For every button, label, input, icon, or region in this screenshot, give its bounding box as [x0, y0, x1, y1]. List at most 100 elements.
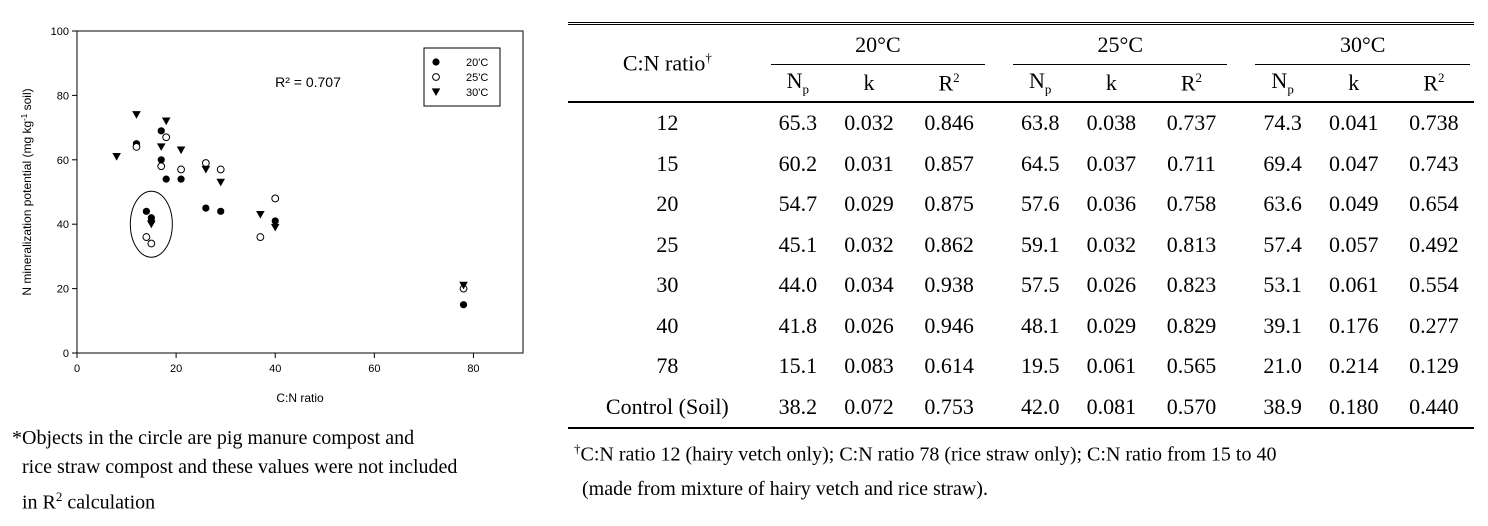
data-point-series-1 — [132, 143, 141, 151]
table-row-label: 12 — [656, 110, 679, 136]
table-cell: 0.026 — [1086, 272, 1137, 298]
table-cell: 0.277 — [1409, 312, 1459, 338]
r2-sup: 2 — [1195, 69, 1203, 85]
table-cell: 0.032 — [844, 110, 894, 136]
data-point-series-0 — [157, 156, 165, 164]
r2-sup: 2 — [1438, 69, 1445, 85]
table-row: 25 45.1 0.032 0.862 59.1 0.032 0.813 57.4 0.057 0… — [568, 225, 1474, 266]
data-point-series-1 — [162, 133, 171, 142]
table-row-label: 15 — [656, 150, 679, 176]
data-point-series-2 — [201, 165, 211, 174]
table-cell: 0.031 — [844, 150, 894, 176]
table-cell: 74.3 — [1263, 110, 1302, 136]
kinetics-table: C:N ratio† 20°C 25°C 30°C Np k R2 Np k R2 Np k R… — [568, 22, 1474, 429]
table-rowhead-mark: † — [705, 49, 712, 65]
legend-marker — [431, 88, 441, 96]
y-tick-label: 40 — [57, 219, 69, 231]
x-tick-label: 20 — [170, 363, 182, 375]
data-point-series-1 — [157, 162, 166, 171]
table-cell: 38.2 — [766, 386, 829, 429]
table-row-label: Control (Soil) — [568, 386, 767, 429]
table-cell: 0.711 — [1167, 150, 1216, 176]
x-tick-label: 60 — [368, 363, 380, 375]
data-point-series-0 — [217, 207, 225, 215]
y-tick-label: 100 — [51, 26, 69, 38]
table-row-label: 40 — [656, 312, 679, 338]
data-point-series-1 — [216, 165, 225, 174]
scatter-chart-svg: 0 20 40 60 80 0 20 40 60 80 100 C:N ratio N minerali… — [20, 26, 524, 405]
table-rowhead-label: C:N ratio — [622, 50, 706, 76]
data-point-series-2 — [459, 281, 468, 290]
table-row: 20 54.7 0.029 0.875 57.6 0.036 0.758 63.6 0.049 0… — [568, 184, 1474, 225]
table-subheader-np-2: Np — [1251, 65, 1314, 103]
table-cell: 53.1 — [1263, 272, 1302, 298]
table-cell: 0.758 — [1166, 191, 1217, 217]
chart-note-line-3: in R2 calculation — [12, 482, 542, 518]
table-cell: 0.614 — [924, 353, 974, 379]
data-point-series-0 — [177, 175, 185, 183]
np-base: N — [1271, 68, 1288, 94]
table-cell: 0.180 — [1313, 386, 1394, 429]
table-cell: 0.214 — [1329, 353, 1379, 379]
table-cell: 0.846 — [924, 110, 974, 136]
chart-note-line-3-post: calculation — [62, 491, 156, 514]
data-point-series-2 — [256, 210, 265, 219]
np-base: N — [786, 68, 803, 94]
legend-entry: 30'C — [466, 87, 488, 99]
k-label: k — [1105, 70, 1117, 95]
table-cell: 0.034 — [844, 272, 894, 298]
table-row: 40 41.8 0.026 0.946 48.1 0.029 0.829 39.1 0.176 0… — [568, 306, 1474, 347]
table-cell: 0.938 — [924, 272, 974, 298]
table-group-25c: 25°C — [1009, 25, 1231, 65]
table-cell: 39.1 — [1263, 312, 1302, 338]
table-subheader-r2-0: R2 — [909, 65, 990, 103]
np-sub: p — [802, 81, 810, 97]
table-subheader-np-0: Np — [766, 65, 829, 103]
table-cell: 0.061 — [1086, 353, 1137, 379]
y-tick-label: 60 — [57, 155, 69, 167]
chart-footnote: *Objects in the circle are pig manure co… — [12, 424, 542, 518]
table-cell: 59.1 — [1020, 231, 1060, 257]
table-row-label: 20 — [656, 191, 679, 217]
table-cell: 0.875 — [924, 191, 974, 217]
table-group-20c-label: 20°C — [855, 32, 901, 57]
table-cell: 19.5 — [1020, 353, 1060, 379]
data-point-series-0 — [271, 217, 279, 225]
table-subheader-k-0: k — [828, 65, 910, 103]
np-base: N — [1029, 68, 1045, 94]
table-cell: 48.1 — [1020, 312, 1060, 338]
data-point-series-0 — [162, 175, 170, 183]
table-cell: 0.083 — [844, 353, 894, 379]
table-cell: 0.041 — [1329, 110, 1379, 136]
r2-base: R — [938, 70, 954, 96]
table-cell: 63.8 — [1020, 110, 1060, 136]
table-cell: 0.129 — [1409, 353, 1459, 379]
table-cell: 0.036 — [1086, 191, 1137, 217]
k-label: k — [1348, 70, 1360, 95]
r2-sup: 2 — [953, 69, 960, 85]
table-cell: 60.2 — [778, 150, 818, 176]
table-subheader-k-1: k — [1071, 65, 1152, 103]
data-point-series-1 — [201, 159, 210, 167]
data-point-series-2 — [216, 178, 226, 187]
table-cell: 0.492 — [1409, 231, 1459, 257]
table-cell: 0.554 — [1409, 272, 1459, 298]
data-point-series-2 — [147, 220, 156, 229]
table-cell: 0.029 — [844, 191, 894, 217]
table-cell: 44.0 — [778, 272, 818, 298]
table-footnote-line-1: †C:N ratio 12 (hairy vetch only); C:N ra… — [574, 432, 1484, 472]
legend-marker — [432, 58, 440, 66]
data-point-series-1 — [147, 239, 156, 248]
table-cell: 0.029 — [1086, 312, 1137, 338]
table-cell: 0.813 — [1166, 231, 1217, 257]
table-group-30c-label: 30°C — [1340, 32, 1386, 57]
table-row: 15 60.2 0.031 0.857 64.5 0.037 0.711 69.4 0.047 0… — [568, 144, 1474, 185]
legend-marker — [432, 73, 440, 81]
table-cell: 0.440 — [1393, 386, 1474, 429]
table-cell: 0.061 — [1329, 272, 1379, 298]
table-cell: 0.565 — [1166, 353, 1217, 379]
table-row: Control (Soil) 38.2 0.072 0.753 42.0 0.081 0.5… — [568, 386, 1474, 429]
table-row: 12 65.3 0.032 0.846 63.8 0.038 0.737 74.3 0.041 0… — [568, 102, 1474, 144]
data-point-series-1 — [256, 233, 265, 241]
legend-entry: 20'C — [466, 57, 488, 69]
